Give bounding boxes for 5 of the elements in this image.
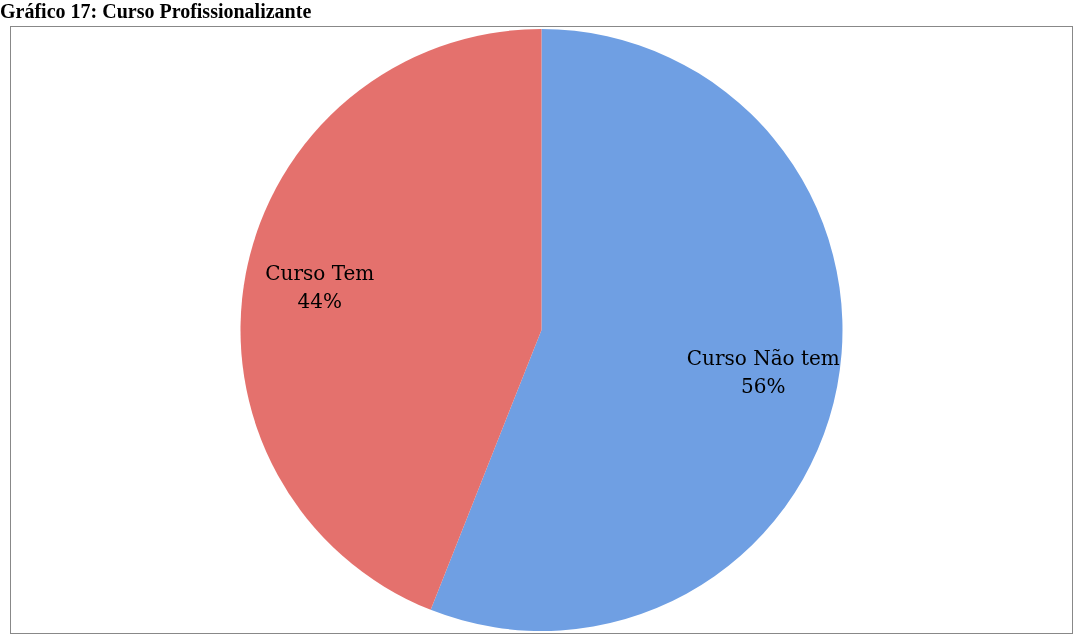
data-label: 44%: [297, 288, 342, 313]
slice-label: Curso Não tem: [686, 345, 840, 370]
slice-label: Curso Tem: [265, 260, 375, 285]
chart-title: Gráfico 17: Curso Profissionalizante: [0, 0, 312, 22]
data-label: 56%: [741, 373, 786, 398]
